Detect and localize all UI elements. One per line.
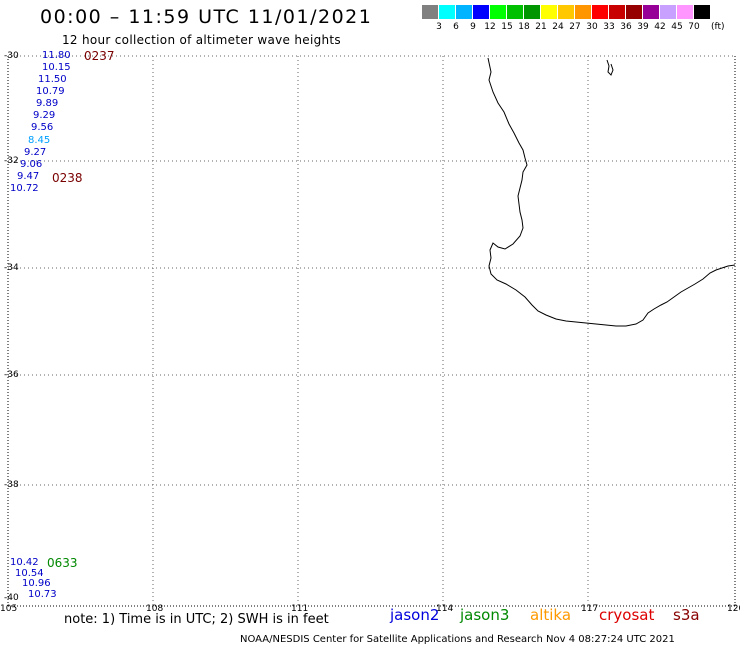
color-swatch <box>609 5 625 19</box>
wave-height-label: 10.79 <box>36 86 65 97</box>
color-swatch <box>507 5 523 19</box>
map-frame <box>7 56 736 607</box>
lon-label: 114 <box>436 604 454 614</box>
units-note: note: 1) Time is in UTC; 2) SWH is in fe… <box>64 612 329 627</box>
longitude-gridlines <box>152 56 589 606</box>
wave-height-label: 10.54 <box>15 568 44 579</box>
wave-height-label: 11.50 <box>38 74 67 85</box>
color-swatch <box>422 5 438 19</box>
pass-time-label: 0237 <box>84 49 115 63</box>
color-swatch <box>677 5 693 19</box>
scale-unit-label: (ft) <box>711 22 725 32</box>
lat-label: -32 <box>4 156 19 166</box>
scale-label: 45 <box>671 22 683 32</box>
satellite-label-s3a: s3a <box>673 606 700 624</box>
pass-time-label: 0238 <box>52 171 83 185</box>
australia-west-coast <box>487 57 736 327</box>
lon-label: 120 <box>727 604 740 614</box>
scale-label: 24 <box>552 22 564 32</box>
color-swatch <box>439 5 455 19</box>
wave-height-label: 9.56 <box>31 122 54 133</box>
wave-height-label: 9.29 <box>33 110 56 121</box>
wave-height-label: 10.73 <box>28 589 57 600</box>
satellite-label-jason2: jason2 <box>390 606 440 624</box>
scale-label: 33 <box>603 22 615 32</box>
color-swatch <box>575 5 591 19</box>
lat-label: -40 <box>4 593 19 603</box>
lon-label: 105 <box>0 604 18 614</box>
coastline <box>487 57 736 327</box>
color-swatch <box>524 5 540 19</box>
pass-time-label: 0633 <box>47 556 78 570</box>
scale-label: 30 <box>586 22 598 32</box>
scale-label: 70 <box>688 22 700 32</box>
scale-label: 12 <box>484 22 496 32</box>
color-swatch <box>626 5 642 19</box>
lat-label: -36 <box>4 370 19 380</box>
lat-label: -38 <box>4 480 19 490</box>
color-swatch <box>694 5 710 19</box>
wave-height-label: 8.45 <box>28 135 51 146</box>
wave-height-label: 9.47 <box>17 171 40 182</box>
map-title: 00:00 – 11:59 UTC 11/01/2021 <box>40 6 373 28</box>
rottnest-island <box>606 59 614 76</box>
satellite-label-jason3: jason3 <box>460 606 510 624</box>
scale-label: 18 <box>518 22 530 32</box>
color-swatch <box>541 5 557 19</box>
color-swatch <box>456 5 472 19</box>
color-swatch <box>490 5 506 19</box>
scale-label: 36 <box>620 22 632 32</box>
footer-credit: NOAA/NESDIS Center for Satellite Applica… <box>240 634 675 645</box>
satellite-label-cryosat: cryosat <box>599 606 655 624</box>
wave-height-label: 10.72 <box>10 183 39 194</box>
lon-label: 111 <box>291 604 309 614</box>
color-swatch <box>660 5 676 19</box>
color-swatch <box>643 5 659 19</box>
wave-height-label: 9.27 <box>24 147 47 158</box>
map-subtitle: 12 hour collection of altimeter wave hei… <box>62 33 341 47</box>
wave-height-label: 9.89 <box>36 98 59 109</box>
lon-label: 117 <box>581 604 599 614</box>
scale-label: 21 <box>535 22 547 32</box>
wave-height-label: 10.15 <box>42 62 71 73</box>
scale-label: 42 <box>654 22 666 32</box>
scale-label: 27 <box>569 22 581 32</box>
lat-label: -30 <box>4 51 19 61</box>
scale-label: 15 <box>501 22 513 32</box>
color-swatch <box>473 5 489 19</box>
wave-height-label: 10.42 <box>10 557 39 568</box>
color-swatch <box>592 5 608 19</box>
scale-label: 39 <box>637 22 649 32</box>
latitude-gridlines <box>8 55 735 486</box>
color-swatch <box>558 5 574 19</box>
scale-label: 6 <box>453 22 459 32</box>
lon-label: 108 <box>146 604 164 614</box>
lat-label: -34 <box>4 263 19 273</box>
satellite-label-altika: altika <box>530 606 572 624</box>
wave-height-label: 9.06 <box>20 159 43 170</box>
scale-label: 9 <box>470 22 476 32</box>
scale-label: 3 <box>436 22 442 32</box>
wave-height-label: 11.80 <box>42 50 71 61</box>
wave-height-label: 10.96 <box>22 578 51 589</box>
